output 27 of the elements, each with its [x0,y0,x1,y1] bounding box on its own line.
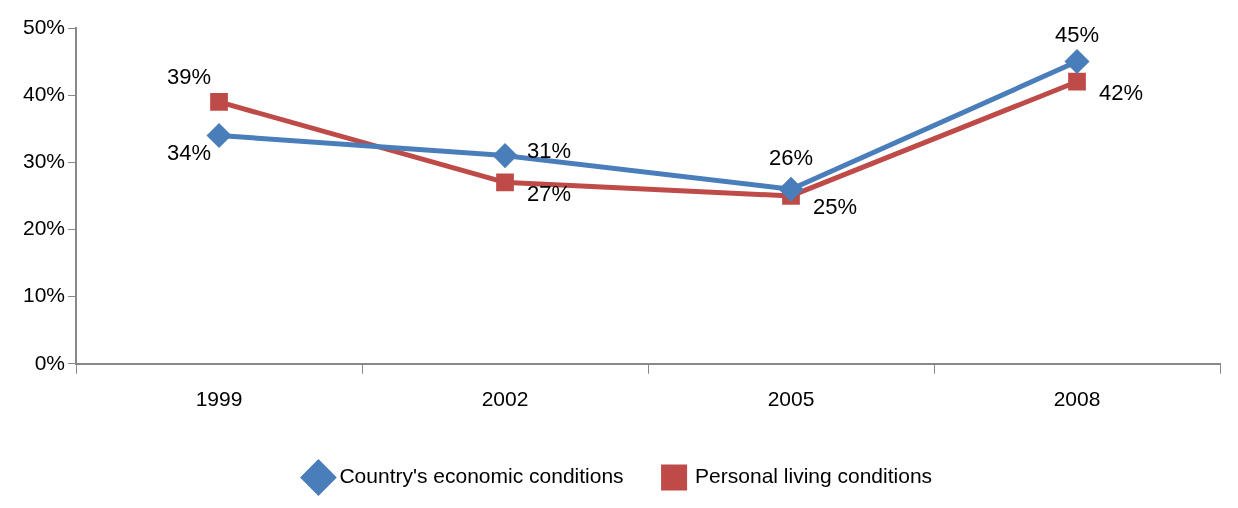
point [210,93,228,111]
y-tick-label: 10% [23,283,66,307]
x-tick-label: 2002 [481,387,529,411]
y-tick-label: 50% [23,14,66,38]
x-tick-label: 2005 [767,387,815,411]
data-label: 45% [1054,21,1100,47]
data-label: 25% [813,193,858,219]
y-tick-label: 20% [23,216,66,240]
legend-label: Personal living conditions [695,464,933,488]
x-tick-label: 2008 [1053,387,1101,411]
point [1068,72,1086,91]
y-tick-label: 0% [34,350,66,374]
data-label: 34% [166,139,212,165]
data-label: 42% [1099,79,1144,105]
y-tick-label: 40% [23,81,66,105]
legend-label: Country's economic conditions [339,464,624,488]
point [207,123,231,147]
point [779,177,803,201]
data-label: 31% [527,137,572,163]
data-label: 39% [166,63,212,89]
point [496,173,514,192]
data-label: 26% [768,145,814,171]
x-tick-label: 1999 [195,387,243,411]
point [493,144,517,168]
y-tick-label: 30% [23,149,66,173]
data-label: 27% [527,180,572,206]
point [1065,50,1089,74]
